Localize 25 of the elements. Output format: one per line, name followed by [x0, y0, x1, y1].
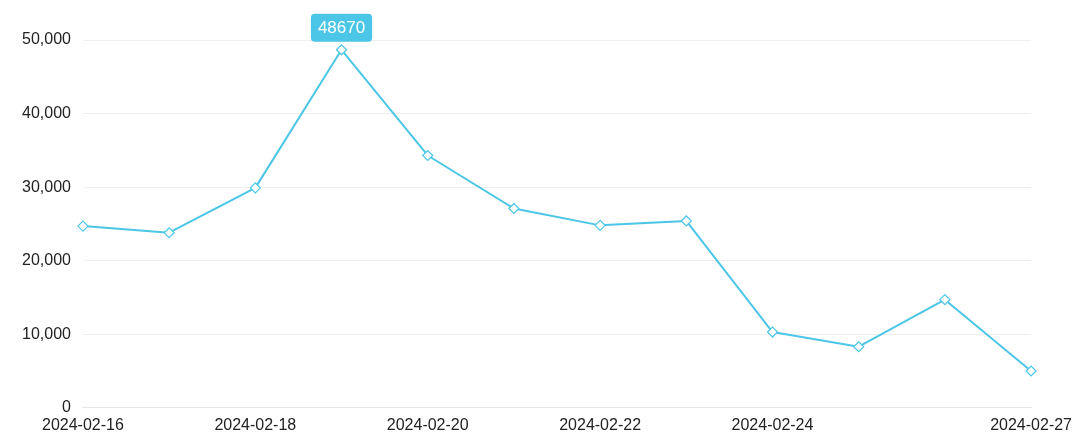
point [680, 215, 692, 227]
point [766, 326, 779, 338]
x-tick-label: 2024-02-20 [386, 415, 469, 433]
point [422, 149, 434, 162]
y-tick-label: 50,000 [22, 30, 72, 48]
data-label: 48670 [317, 18, 366, 38]
point [1025, 365, 1037, 377]
y-tick-label: 20,000 [22, 251, 72, 269]
y-tick-label: 40,000 [22, 103, 72, 121]
x-tick-label: 2024-02-27 [990, 415, 1073, 433]
x-tick-label: 2024-02-16 [42, 415, 124, 433]
x-tick-label: 2024-02-24 [731, 415, 814, 433]
point [335, 44, 348, 56]
point [508, 202, 520, 215]
point [594, 219, 606, 231]
point [853, 341, 865, 353]
x-tick-label: 2024-02-22 [559, 415, 642, 433]
y-tick-label: 10,000 [22, 324, 72, 342]
point [77, 220, 89, 232]
point [249, 182, 261, 194]
point [939, 294, 951, 306]
y-tick-label: 0 [62, 398, 72, 416]
x-tick-label: 2024-02-18 [214, 415, 297, 433]
point [163, 227, 175, 239]
y-tick-label: 30,000 [22, 177, 72, 195]
